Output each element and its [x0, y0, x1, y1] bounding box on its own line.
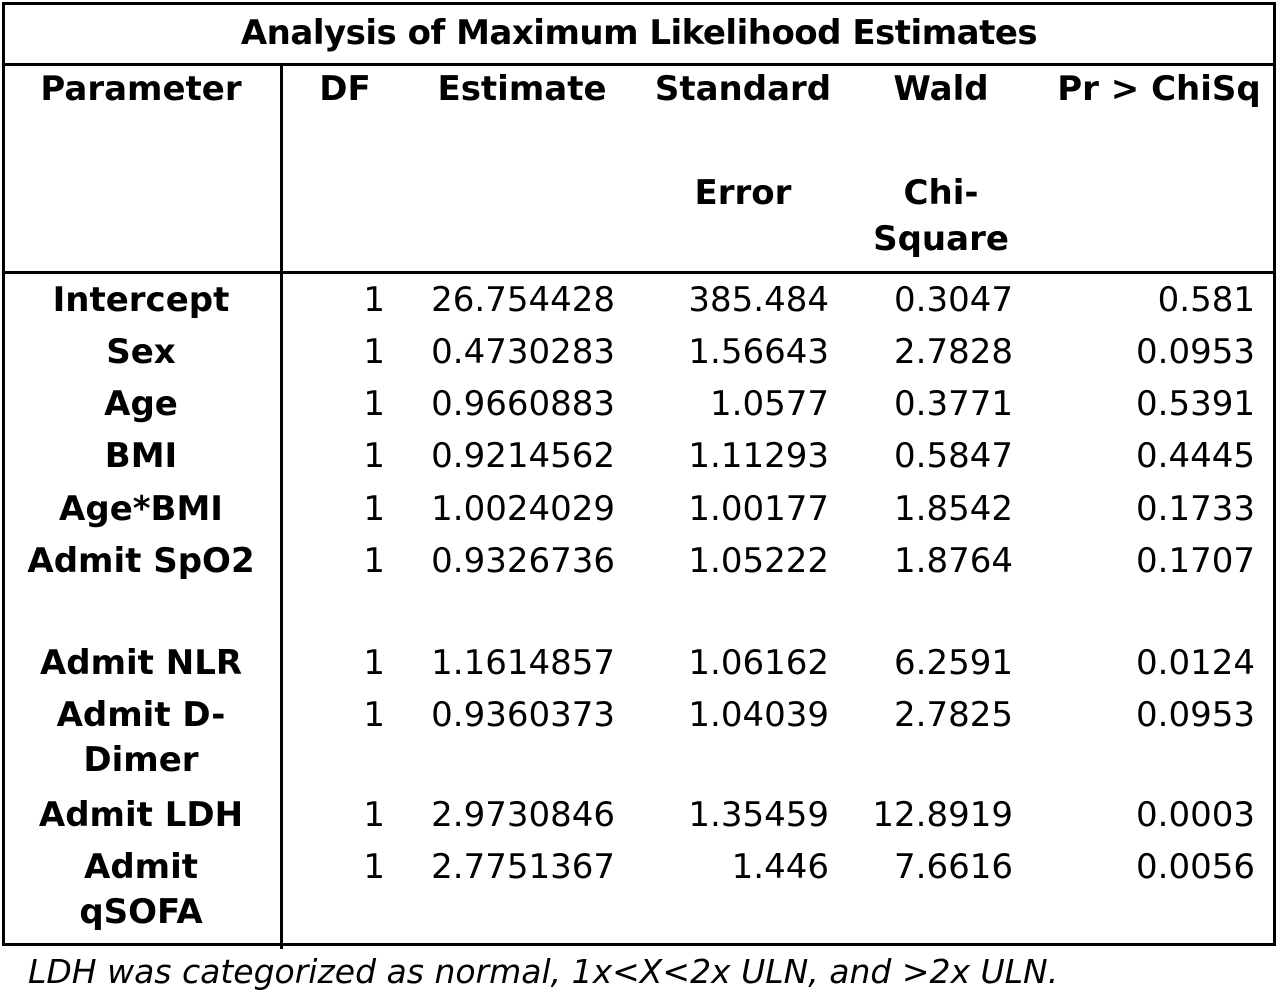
row-wald: 2.7825: [894, 695, 1013, 735]
row-p: 0.0124: [1136, 643, 1255, 683]
header-se-line1: Standard: [654, 69, 832, 109]
row-wald: 6.2591: [894, 643, 1013, 683]
row-se: 1.05222: [688, 541, 829, 581]
row-parameter: Age*BMI: [59, 489, 223, 529]
row-wald: 12.8919: [872, 795, 1013, 835]
footnote: LDH was categorized as normal, 1x<X<2x U…: [28, 952, 1059, 991]
row-wald: 1.8764: [894, 541, 1013, 581]
row-p: 0.0953: [1136, 332, 1255, 372]
row-se: 1.35459: [688, 795, 829, 835]
row-wald: 0.3771: [894, 384, 1013, 424]
header-wald-line2: Chi-: [903, 173, 979, 213]
row-wald: 7.6616: [894, 847, 1013, 887]
row-wald: 2.7828: [894, 332, 1013, 372]
row-estimate: 1.1614857: [431, 643, 615, 683]
row-estimate: 0.9326736: [431, 541, 615, 581]
row-estimate: 2.7751367: [431, 847, 615, 887]
row-parameter: Admit NLR: [39, 643, 243, 683]
row-df: 1: [363, 436, 385, 476]
row-parameter-line1: Admit: [84, 847, 198, 887]
row-p: 0.4445: [1136, 436, 1255, 476]
row-estimate: 0.9660883: [431, 384, 615, 424]
row-p: 0.0056: [1136, 847, 1255, 887]
row-wald: 0.3047: [894, 280, 1013, 320]
header-wald-line3: Square: [873, 219, 1009, 259]
row-estimate: 0.9360373: [431, 695, 615, 735]
column-divider: [280, 63, 283, 949]
row-p: 0.1733: [1136, 489, 1255, 529]
header-df: DF: [319, 69, 371, 109]
row-df: 1: [363, 643, 385, 683]
header-divider: [5, 271, 1273, 274]
row-parameter: Age: [104, 384, 178, 424]
row-parameter: Admit LDH: [38, 795, 244, 835]
row-parameter: Intercept: [52, 280, 230, 320]
row-se: 1.04039: [688, 695, 829, 735]
row-parameter-line2: qSOFA: [79, 892, 203, 932]
row-parameter: Sex: [106, 332, 176, 372]
table-title: Analysis of Maximum Likelihood Estimates: [5, 5, 1273, 66]
row-df: 1: [363, 847, 385, 887]
row-p: 0.1707: [1136, 541, 1255, 581]
row-se: 1.11293: [688, 436, 829, 476]
row-estimate: 2.9730846: [431, 795, 615, 835]
row-df: 1: [363, 280, 385, 320]
row-df: 1: [363, 332, 385, 372]
row-p: 0.581: [1157, 280, 1255, 320]
header-parameter: Parameter: [40, 69, 242, 109]
row-parameter: BMI: [104, 436, 178, 476]
row-df: 1: [363, 795, 385, 835]
row-p: 0.5391: [1136, 384, 1255, 424]
header-p: Pr > ChiSq: [1057, 69, 1261, 109]
row-wald: 1.8542: [894, 489, 1013, 529]
header-wald-line1: Wald: [893, 69, 989, 109]
row-parameter: Admit SpO2: [27, 541, 255, 581]
row-estimate: 1.0024029: [431, 489, 615, 529]
row-estimate: 26.754428: [431, 280, 615, 320]
row-df: 1: [363, 695, 385, 735]
row-parameter-line2: Dimer: [83, 740, 199, 780]
row-df: 1: [363, 489, 385, 529]
row-se: 1.00177: [688, 489, 829, 529]
row-se: 1.446: [731, 847, 829, 887]
header-se-line2: Error: [694, 173, 792, 213]
row-df: 1: [363, 384, 385, 424]
row-estimate: 0.9214562: [431, 436, 615, 476]
row-se: 1.06162: [688, 643, 829, 683]
row-se: 1.56643: [688, 332, 829, 372]
header-estimate: Estimate: [437, 69, 607, 109]
row-estimate: 0.4730283: [431, 332, 615, 372]
row-wald: 0.5847: [894, 436, 1013, 476]
row-parameter-line1: Admit D-: [56, 695, 226, 735]
row-p: 0.0953: [1136, 695, 1255, 735]
row-df: 1: [363, 541, 385, 581]
row-p: 0.0003: [1136, 795, 1255, 835]
row-se: 1.0577: [710, 384, 829, 424]
row-se: 385.484: [688, 280, 829, 320]
estimates-table: Analysis of Maximum Likelihood Estimates…: [2, 2, 1276, 949]
